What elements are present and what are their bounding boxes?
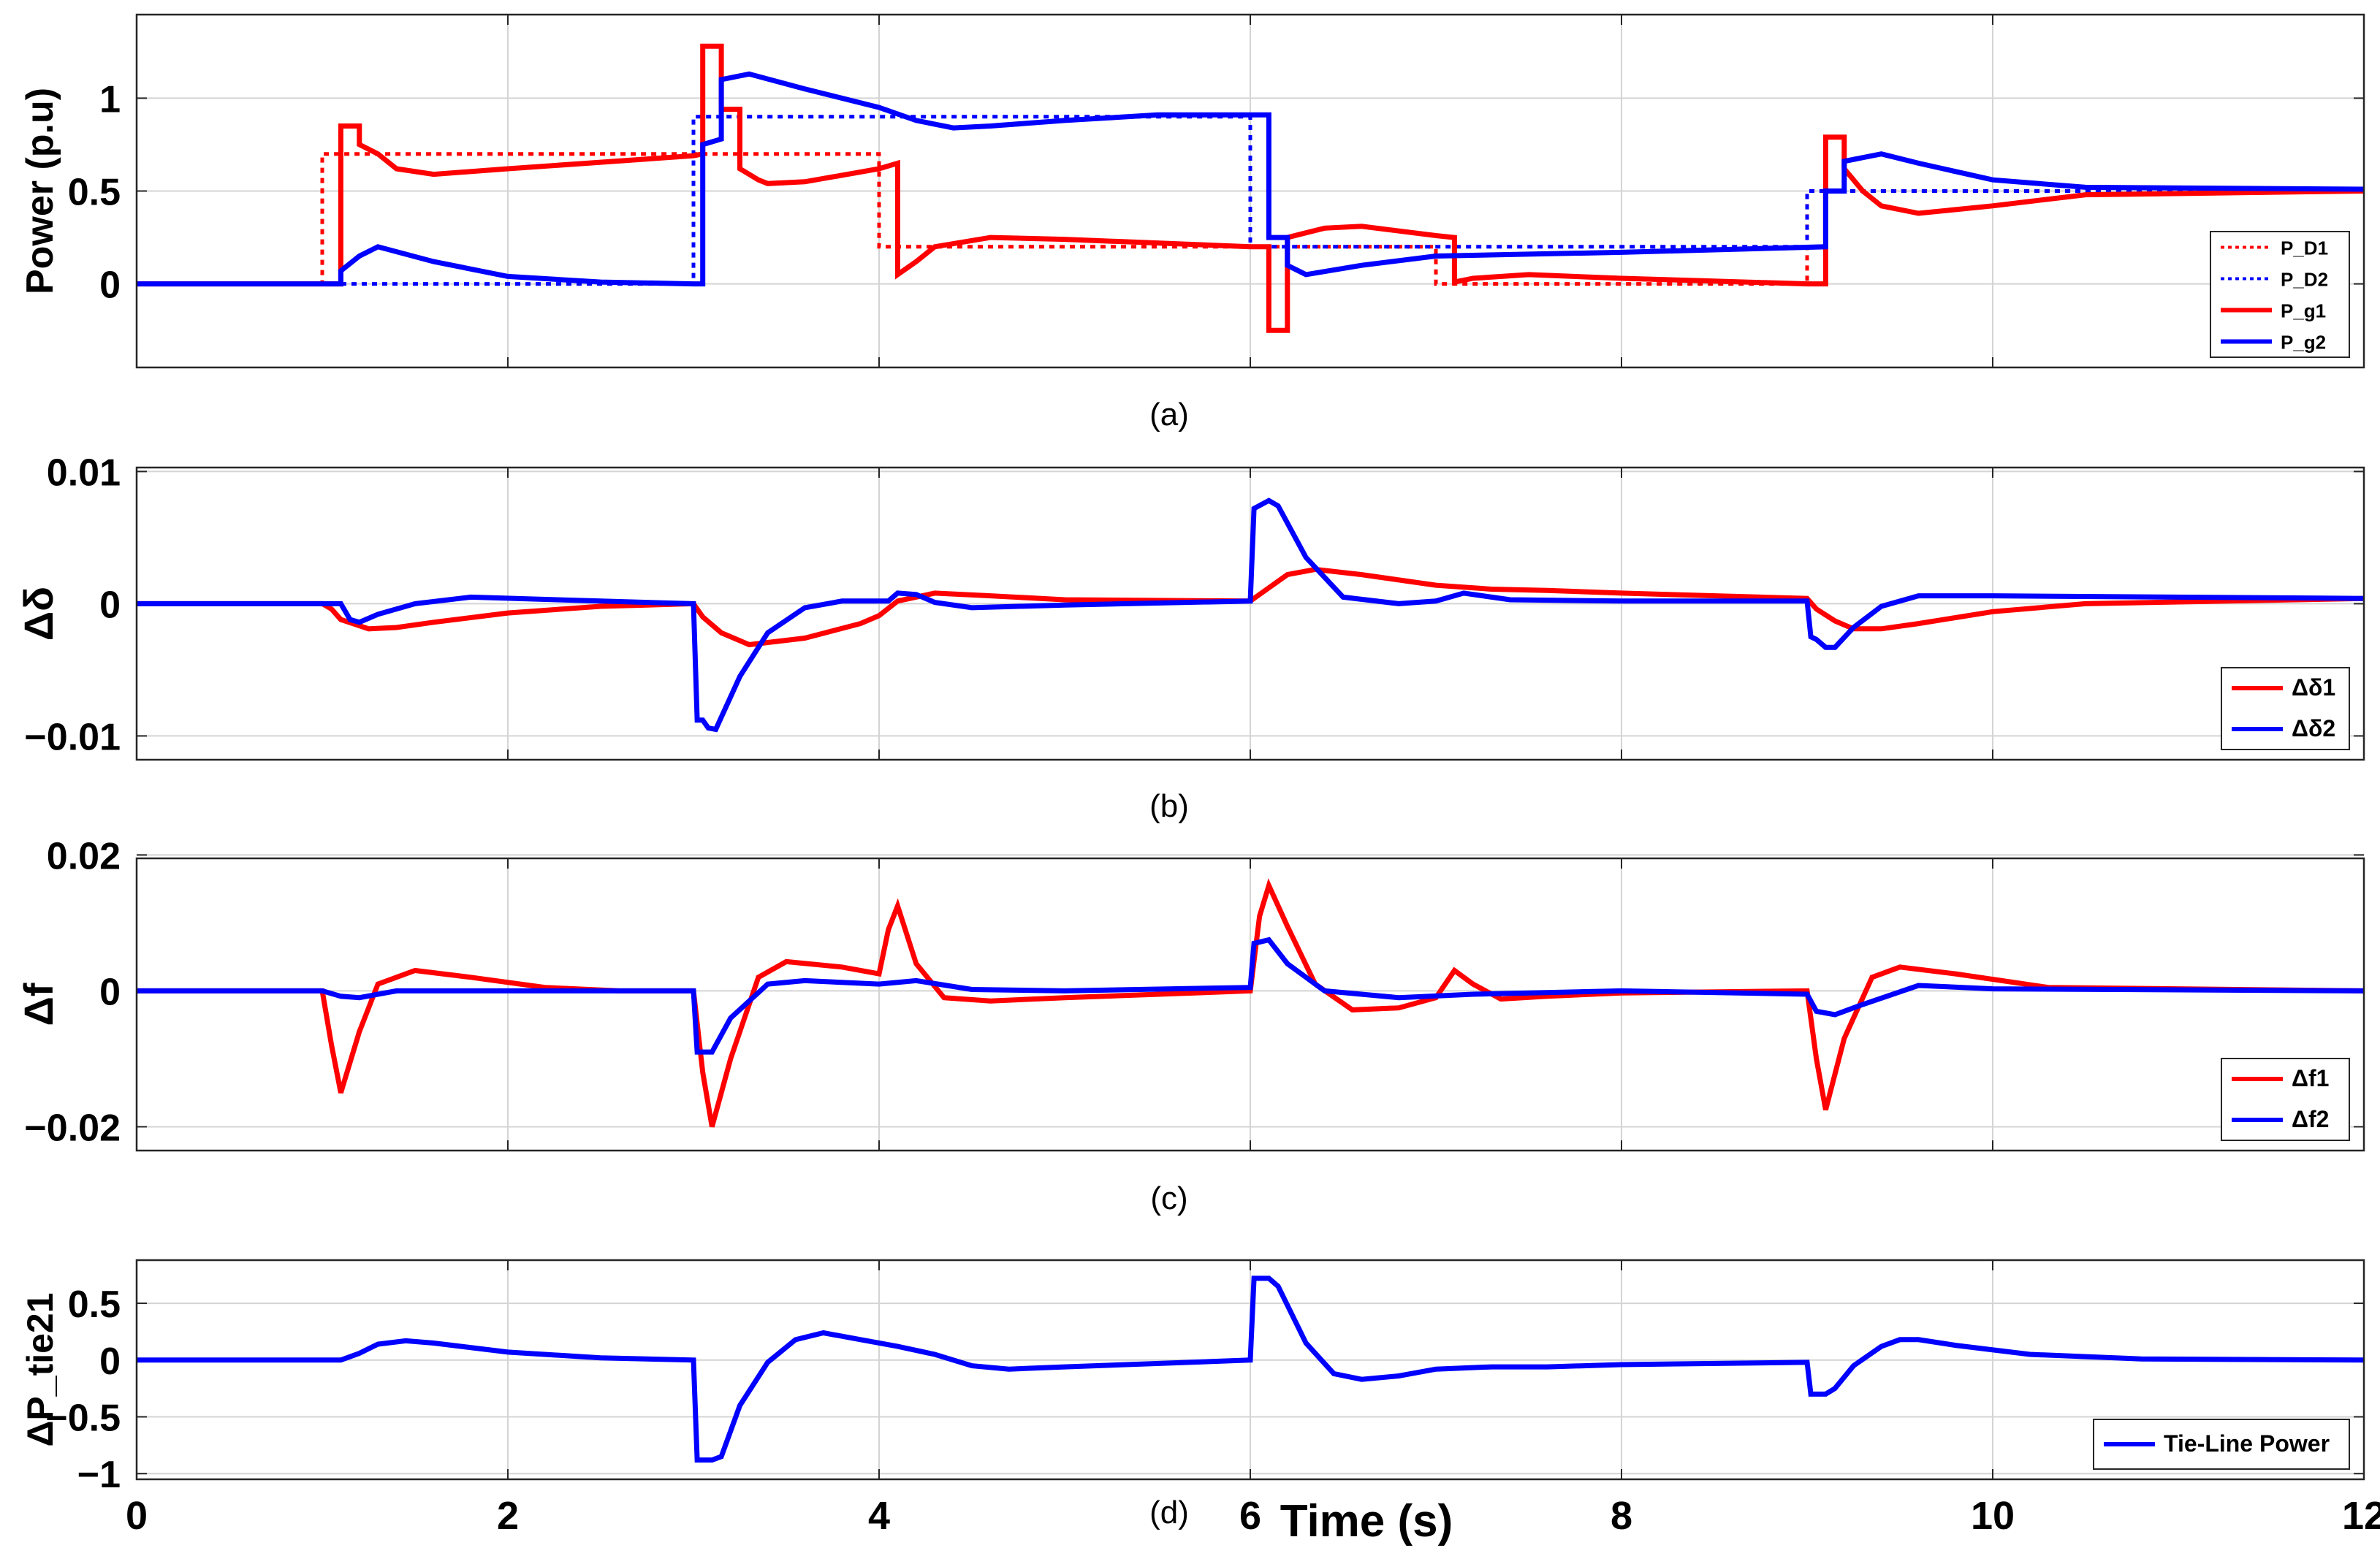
legend-label: P_g2 xyxy=(2281,332,2326,354)
y-tick-label: 0 xyxy=(99,1340,121,1383)
series-line-3 xyxy=(137,43,2365,333)
legend-label: P_D2 xyxy=(2281,269,2328,291)
x-tick-label: 10 xyxy=(1971,1494,2015,1538)
series-line-4 xyxy=(137,71,2365,287)
y-axis-label: Δf xyxy=(15,983,61,1026)
y-tick-label: 0 xyxy=(99,264,121,307)
x-tick-label: 8 xyxy=(1611,1494,1632,1538)
legend-label: Δδ1 xyxy=(2292,674,2335,701)
legend-box xyxy=(2221,667,2350,750)
x-tick-label: 12 xyxy=(2342,1494,2380,1538)
y-tick-label: 0.02 xyxy=(47,835,121,877)
panel-caption: (d) xyxy=(1149,1495,1189,1530)
series-line-2 xyxy=(137,497,2365,733)
y-tick-label: −0.02 xyxy=(24,1107,121,1149)
x-tick-label: 4 xyxy=(868,1494,890,1538)
y-axis-label: Δδ xyxy=(15,587,61,641)
legend-label: P_g1 xyxy=(2281,300,2326,322)
plot-frame xyxy=(135,13,2365,369)
panel-caption: (b) xyxy=(1149,788,1189,824)
series-line-1 xyxy=(137,1275,2365,1463)
legend: Δf1 Δf2 xyxy=(2221,1058,2350,1141)
y-tick-label: −1 xyxy=(77,1454,121,1496)
y-tick-label: 1 xyxy=(99,78,121,121)
x-tick-label: 0 xyxy=(126,1494,148,1538)
x-tick-label: 6 xyxy=(1239,1494,1261,1538)
series-line-2 xyxy=(137,115,2364,286)
panel-caption: (a) xyxy=(1149,397,1189,432)
y-axis-label: ΔP_tie21 xyxy=(20,1292,61,1446)
y-tick-label: 0.5 xyxy=(68,1284,121,1326)
panel-caption: (c) xyxy=(1150,1181,1187,1216)
legend: Δδ1 Δδ2 xyxy=(2221,667,2350,750)
panel-1: 0 0.5 1 Power (p.u) (a) P_D1 P_D2 P_g1 P_g2 xyxy=(19,13,2365,432)
y-tick-label: 0 xyxy=(99,971,121,1013)
legend-label: Δf1 xyxy=(2292,1065,2329,1091)
legend-label: P_D1 xyxy=(2281,237,2328,259)
legend-box xyxy=(2221,1058,2350,1141)
y-tick-label: 0.01 xyxy=(47,451,121,494)
series-line-2 xyxy=(137,937,2365,1055)
legend: P_D1 P_D2 P_g1 P_g2 xyxy=(2210,231,2350,358)
legend-label: Tie-Line Power xyxy=(2164,1430,2330,1457)
panel-2: −0.01 0 0.01 Δδ (b) Δδ1 Δδ2 xyxy=(15,451,2365,824)
series-line-1 xyxy=(137,878,2365,1128)
legend-box xyxy=(2210,231,2350,358)
legend: Tie-Line Power xyxy=(2093,1419,2350,1470)
y-axis-label: Power (p.u) xyxy=(19,88,61,294)
y-tick-label: 0 xyxy=(99,584,121,626)
y-tick-label: 0.5 xyxy=(68,172,121,214)
legend-label: Δδ2 xyxy=(2292,715,2335,741)
x-tick-label: 2 xyxy=(497,1494,519,1538)
y-tick-label: −0.5 xyxy=(45,1397,121,1440)
y-tick-label: −0.01 xyxy=(24,716,121,758)
panel-4: −1 −0.5 0 0.5 0 2 4 6 8 10 12 ΔP_tie21 (d) Time (s) Ti… xyxy=(20,1259,2380,1547)
plot-frame xyxy=(135,857,2365,1152)
series-line-1 xyxy=(137,566,2365,648)
legend-label: Δf2 xyxy=(2292,1106,2329,1132)
plot-frame xyxy=(135,466,2365,761)
x-axis-label: Time (s) xyxy=(1280,1496,1453,1547)
panel-3: −0.02 0 0.02 Δf (c) Δf1 Δf2 xyxy=(15,835,2365,1216)
plot-frame xyxy=(135,1259,2365,1481)
